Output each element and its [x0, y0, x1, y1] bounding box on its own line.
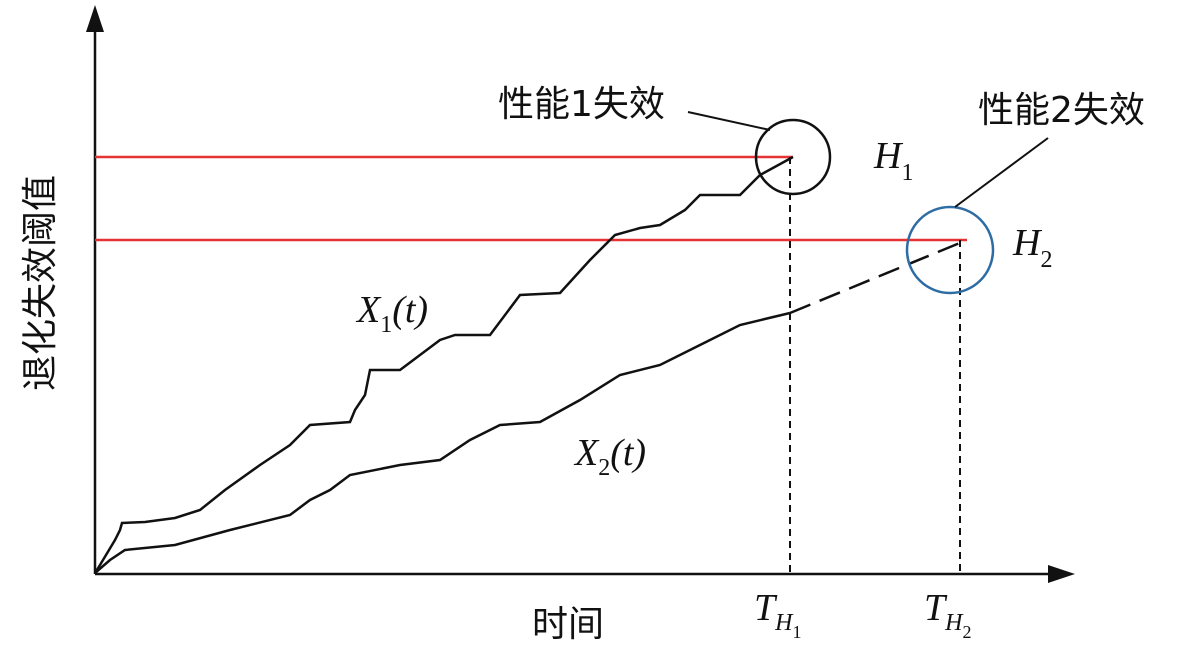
text-part: 1	[380, 312, 392, 338]
time-label: TH1	[754, 587, 801, 642]
process-label: X2(t)	[573, 432, 646, 481]
dashed-lines	[789, 157, 968, 574]
text-part: X	[355, 289, 382, 331]
failure-label: 性能1失效	[498, 84, 665, 125]
text-part: H	[944, 610, 964, 636]
text-part: 1	[901, 160, 913, 186]
text-part: 2	[1040, 247, 1052, 273]
failure-circle-1	[754, 118, 832, 196]
failure-circle-2	[905, 205, 995, 295]
text-part: 1	[792, 622, 801, 642]
failure-label: 性能2失效	[978, 90, 1145, 131]
threshold-lines	[95, 155, 967, 242]
text-part: 2	[962, 622, 971, 642]
y-arrow	[86, 5, 104, 32]
text-part: X	[573, 432, 600, 474]
text-part: H	[774, 610, 794, 636]
degradation-paths	[93, 155, 794, 574]
axes	[93, 25, 1055, 576]
threshold-label: H1	[873, 135, 913, 186]
threshold-label: H2	[1012, 222, 1052, 273]
callout-lines	[687, 111, 1049, 208]
text-part: H	[873, 135, 904, 177]
time-label: TH2	[924, 587, 971, 642]
process-label: X1(t)	[355, 289, 428, 338]
x-arrow	[1048, 565, 1075, 583]
x-axis-label: 时间	[532, 604, 604, 645]
text-part: (t)	[610, 432, 646, 474]
text-part: 2	[598, 455, 610, 481]
text-part: H	[1012, 222, 1043, 264]
text-part: (t)	[392, 289, 428, 331]
y-axis-label: 退化失效阈值	[20, 175, 61, 391]
text-part: T	[924, 587, 948, 629]
text-part: T	[754, 587, 778, 629]
